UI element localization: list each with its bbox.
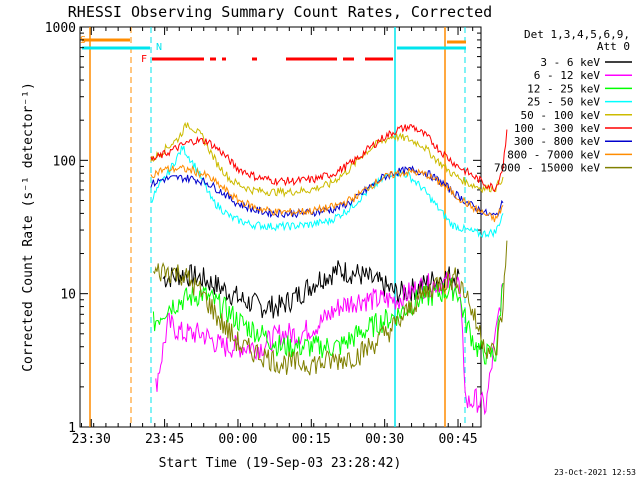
attenuator-s-label: S bbox=[80, 35, 86, 46]
series-line-2 bbox=[152, 276, 504, 365]
corner-date: 23-Oct-2021 12:53 bbox=[554, 468, 636, 477]
legend-label: 25 - 50 keV bbox=[527, 96, 600, 109]
series-line-8 bbox=[152, 240, 508, 376]
x-tick-label: 00:30 bbox=[365, 432, 404, 447]
legend-label: 6 - 12 keV bbox=[534, 69, 601, 82]
legend-label: 12 - 25 keV bbox=[527, 82, 600, 95]
series-line-7 bbox=[150, 164, 504, 223]
legend-label: 3 - 6 keV bbox=[540, 56, 600, 69]
flare-flag-label: F bbox=[141, 54, 147, 65]
legend-label: 800 - 7000 keV bbox=[507, 148, 600, 161]
y-tick-label: 10 bbox=[60, 288, 76, 303]
attenuator-n-label: N bbox=[156, 42, 162, 53]
series-line-1 bbox=[155, 272, 504, 416]
legend-header-line: Det 1,3,4,5,6,9, bbox=[524, 28, 630, 41]
plot-frame bbox=[79, 26, 482, 428]
y-tick-label: 1 bbox=[68, 421, 76, 436]
axes: 23:30 23:45 00:00 00:15 00:30 00:45 1 10 100 1000 bbox=[45, 21, 481, 447]
x-tick-label: 00:00 bbox=[218, 432, 257, 447]
state-markers: S N F bbox=[80, 27, 466, 427]
legend-label: 7000 - 15000 keV bbox=[494, 162, 600, 175]
series-line-3 bbox=[150, 145, 504, 239]
y-tick-label: 1000 bbox=[45, 21, 76, 36]
series-line-5 bbox=[150, 124, 508, 193]
y-axis-label: Corrected Count Rate (s⁻¹ detector⁻¹) bbox=[21, 82, 36, 372]
legend-header-line: Att 0 bbox=[597, 40, 630, 53]
x-axis-label: Start Time (19-Sep-03 23:28:42) bbox=[159, 456, 402, 471]
legend-label: 300 - 800 keV bbox=[514, 135, 600, 148]
x-tick-label: 23:30 bbox=[72, 432, 111, 447]
x-tick-label: 00:15 bbox=[292, 432, 331, 447]
y-tick-label: 100 bbox=[53, 154, 76, 169]
chart-title: RHESSI Observing Summary Count Rates, Co… bbox=[68, 3, 492, 21]
legend-label: 100 - 300 keV bbox=[514, 122, 600, 135]
data-series bbox=[150, 121, 508, 416]
legend-label: 50 - 100 keV bbox=[521, 109, 601, 122]
x-tick-label: 23:45 bbox=[145, 432, 184, 447]
series-line-4 bbox=[150, 121, 504, 198]
x-tick-label: 00:45 bbox=[438, 432, 477, 447]
